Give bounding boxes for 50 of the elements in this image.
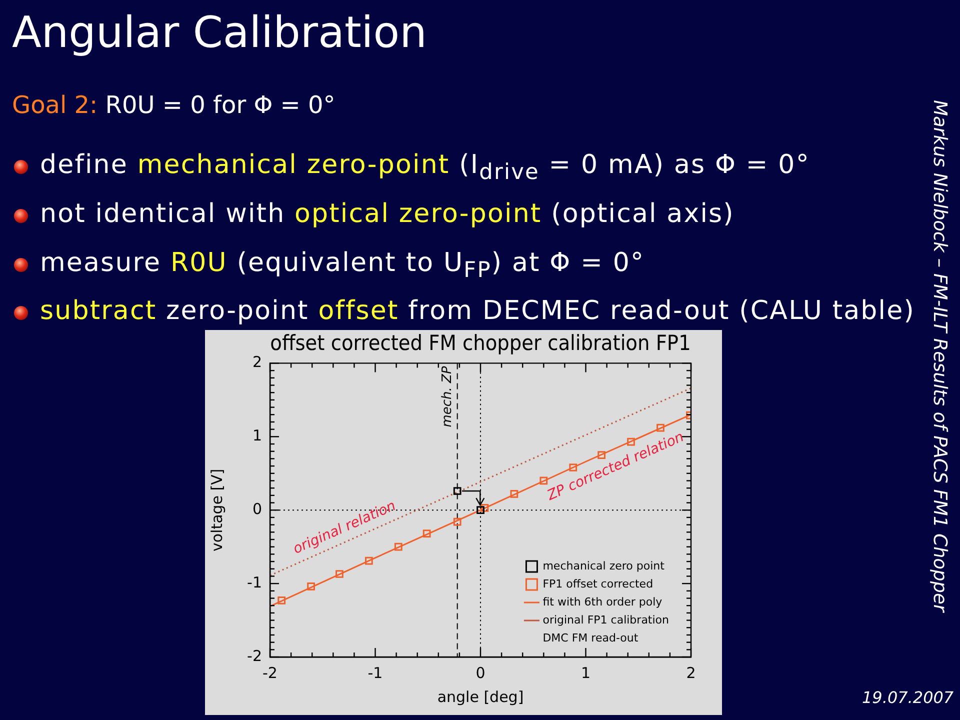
- point: [627, 438, 635, 446]
- text: 19.07.2007: [862, 688, 954, 708]
- legend-label: mechanical zero point: [542, 559, 666, 572]
- legend-label: FP1 offset corrected: [542, 577, 654, 590]
- point: [453, 487, 462, 495]
- point: [480, 504, 489, 512]
- text: from DECMEC read-out (CALU table): [408, 296, 915, 326]
- point: [336, 570, 344, 578]
- text: optical zero-point: [294, 199, 542, 229]
- text: R0U = 0 for Φ = 0°: [105, 91, 336, 119]
- y-axis-title: voltage [V]: [208, 468, 226, 552]
- text: Goal 2:: [12, 91, 98, 119]
- x-tick-label: 2: [686, 664, 696, 682]
- text: not identical with: [40, 199, 286, 229]
- point: [656, 424, 664, 432]
- y-tick-label: 2: [252, 353, 262, 372]
- point: [365, 556, 373, 565]
- text: Angular Calibration: [12, 8, 427, 58]
- legend-label: original FP1 calibration: [542, 613, 670, 626]
- x-tick-label: 0: [476, 664, 486, 682]
- ref-line-label: mech. ZP: [440, 366, 456, 428]
- point: [278, 596, 286, 604]
- point: [422, 530, 431, 538]
- point: [476, 506, 484, 514]
- annotation: DMC FM read-out: [542, 631, 639, 644]
- point: [307, 582, 315, 590]
- chart-title: offset corrected FM chopper calibration FP1: [270, 330, 691, 356]
- y-tick-label: 0: [252, 500, 262, 518]
- y-tick-label: -1: [247, 573, 262, 592]
- text: offset: [318, 296, 399, 326]
- point: [394, 542, 402, 551]
- text: (optical axis): [551, 199, 734, 229]
- y-tick-label: -2: [247, 646, 262, 665]
- legend-label: fit with 6th order poly: [542, 595, 663, 608]
- text: (I$_{drive}$ = 0 mA) as Φ = 0°: [459, 150, 810, 186]
- text: mechanical zero-point: [137, 150, 450, 180]
- text: measure: [40, 248, 162, 278]
- point: [510, 490, 518, 498]
- y-tick-label: 1: [252, 426, 262, 445]
- text: define: [40, 150, 128, 180]
- x-axis-title: angle [deg]: [437, 688, 524, 706]
- text: Markus Nielbock – FM-ILT Results of PACS FM1 Chopper: [928, 100, 950, 612]
- point: [540, 476, 548, 485]
- text: R0U: [170, 248, 228, 278]
- point: [453, 518, 462, 526]
- text: (equivalent to U$_{FP}$) at Φ = 0°: [236, 248, 645, 284]
- text: subtract: [40, 296, 157, 326]
- text: zero-point: [166, 296, 309, 326]
- x-tick-label: 1: [580, 664, 591, 682]
- x-tick-label: -1: [368, 664, 383, 682]
